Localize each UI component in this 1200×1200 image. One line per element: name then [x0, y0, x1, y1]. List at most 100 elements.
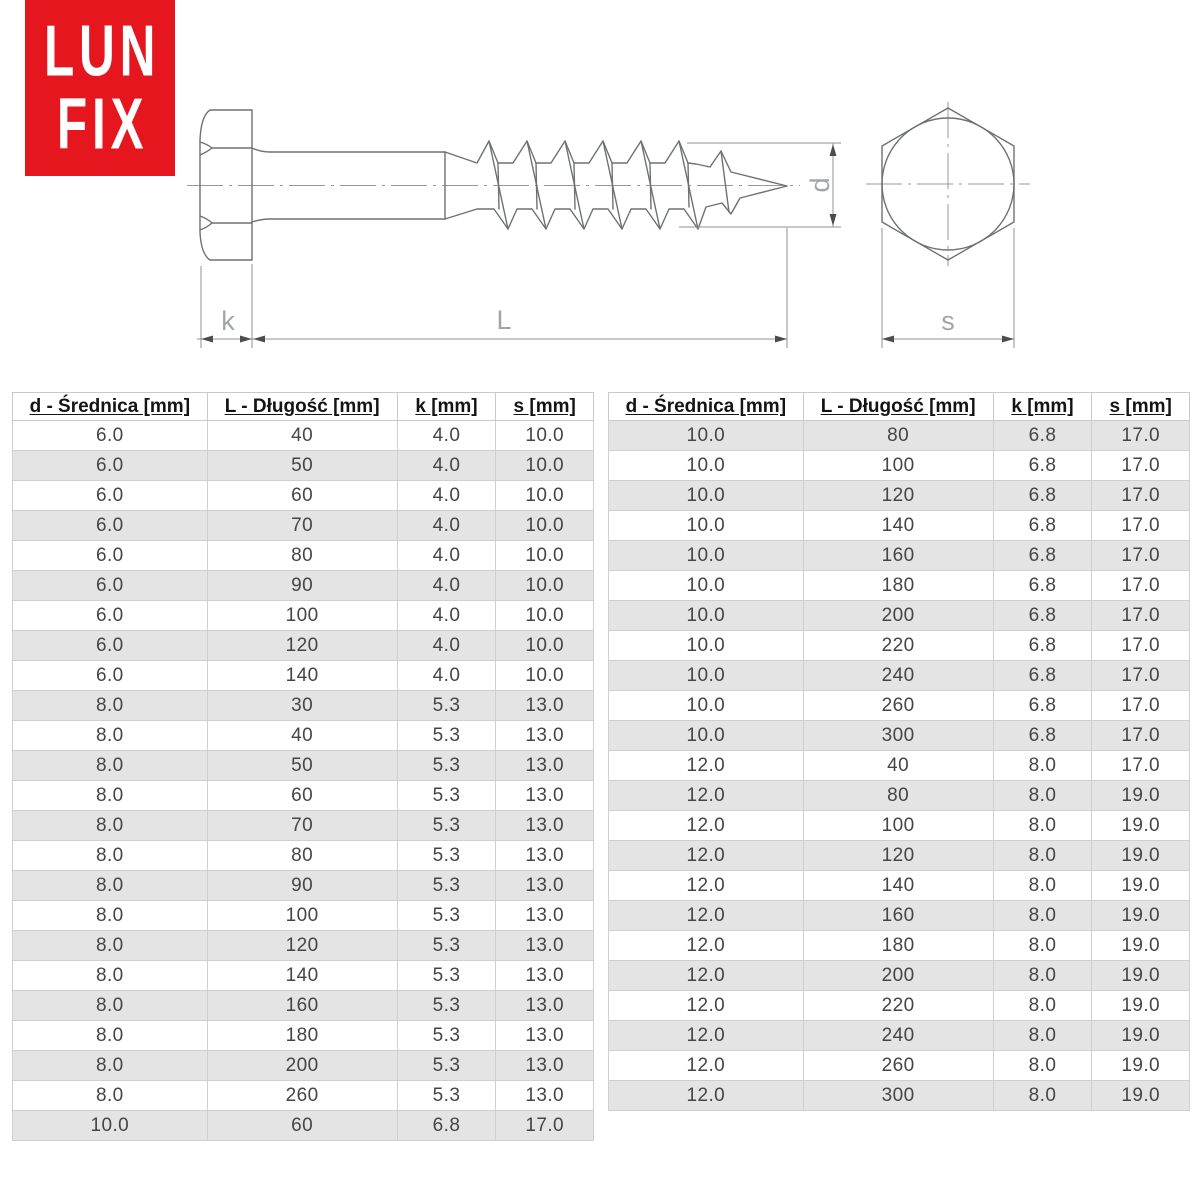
table-row: 12.0 200 8.0 19.0: [608, 960, 1190, 991]
dimension-arrows: [201, 144, 1014, 343]
cell-k: 4.0: [396, 510, 497, 541]
cell-s: 13.0: [495, 930, 594, 961]
cell-diameter: 10.0: [608, 480, 804, 511]
cell-k: 5.3: [396, 1020, 497, 1051]
cell-k: 5.3: [396, 840, 497, 871]
cell-length: 140: [206, 960, 398, 991]
cell-diameter: 8.0: [12, 690, 208, 721]
cell-length: 90: [206, 870, 398, 901]
cell-length: 240: [802, 660, 994, 691]
table-row: 10.0 260 6.8 17.0: [608, 690, 1190, 721]
cell-diameter: 8.0: [12, 750, 208, 781]
table-row: 8.0 30 5.3 13.0: [12, 690, 594, 721]
cell-length: 220: [802, 630, 994, 661]
cell-k: 4.0: [396, 480, 497, 511]
cell-length: 30: [206, 690, 398, 721]
cell-s: 13.0: [495, 780, 594, 811]
cell-length: 220: [802, 990, 994, 1021]
cell-k: 4.0: [396, 420, 497, 451]
cell-k: 6.8: [992, 660, 1093, 691]
cell-length: 100: [206, 900, 398, 931]
cell-s: 10.0: [495, 630, 594, 661]
cell-length: 80: [802, 780, 994, 811]
table-row: 12.0 160 8.0 19.0: [608, 900, 1190, 931]
cell-diameter: 6.0: [12, 570, 208, 601]
cell-length: 180: [206, 1020, 398, 1051]
cell-s: 19.0: [1091, 840, 1190, 871]
cell-length: 40: [206, 420, 398, 451]
cell-k: 6.8: [992, 720, 1093, 751]
cell-diameter: 10.0: [608, 540, 804, 571]
cell-k: 8.0: [992, 750, 1093, 781]
cell-length: 140: [206, 660, 398, 691]
cell-k: 6.8: [992, 630, 1093, 661]
cell-s: 13.0: [495, 990, 594, 1021]
cell-length: 140: [802, 510, 994, 541]
cell-k: 8.0: [992, 810, 1093, 841]
cell-diameter: 8.0: [12, 900, 208, 931]
cell-diameter: 12.0: [608, 750, 804, 781]
cell-k: 5.3: [396, 720, 497, 751]
screw-technical-drawing: k L d s: [187, 102, 1030, 348]
cell-s: 10.0: [495, 420, 594, 451]
cell-k: 4.0: [396, 630, 497, 661]
cell-diameter: 10.0: [608, 720, 804, 751]
cell-diameter: 10.0: [608, 630, 804, 661]
cell-diameter: 12.0: [608, 870, 804, 901]
cell-k: 5.3: [396, 990, 497, 1021]
cell-k: 6.8: [396, 1110, 497, 1141]
cell-s: 13.0: [495, 960, 594, 991]
table-row: 12.0 100 8.0 19.0: [608, 810, 1190, 841]
cell-diameter: 10.0: [608, 450, 804, 481]
cell-s: 13.0: [495, 810, 594, 841]
cell-length: 300: [802, 1080, 994, 1111]
table-row: 12.0 240 8.0 19.0: [608, 1020, 1190, 1051]
table-row: 10.0 80 6.8 17.0: [608, 420, 1190, 451]
cell-k: 8.0: [992, 840, 1093, 871]
table-row: 8.0 260 5.3 13.0: [12, 1080, 594, 1111]
dimension-labels: k L d s: [221, 177, 955, 336]
cell-length: 120: [802, 480, 994, 511]
cell-k: 8.0: [992, 930, 1093, 961]
table-row: 10.0 60 6.8 17.0: [12, 1110, 594, 1141]
cell-k: 5.3: [396, 810, 497, 841]
cell-length: 60: [206, 480, 398, 511]
cell-k: 4.0: [396, 660, 497, 691]
cell-diameter: 8.0: [12, 990, 208, 1021]
cell-s: 17.0: [1091, 540, 1190, 571]
table-row: 8.0 180 5.3 13.0: [12, 1020, 594, 1051]
cell-diameter: 6.0: [12, 450, 208, 481]
table-row: 10.0 220 6.8 17.0: [608, 630, 1190, 661]
cell-length: 80: [206, 840, 398, 871]
table-row: 8.0 160 5.3 13.0: [12, 990, 594, 1021]
cell-k: 5.3: [396, 690, 497, 721]
cell-k: 5.3: [396, 960, 497, 991]
cell-diameter: 12.0: [608, 990, 804, 1021]
cell-length: 100: [802, 450, 994, 481]
table-row: 6.0 70 4.0 10.0: [12, 510, 594, 541]
table-row: 6.0 40 4.0 10.0: [12, 420, 594, 451]
cell-s: 13.0: [495, 690, 594, 721]
cell-s: 17.0: [495, 1110, 594, 1141]
table-row: 12.0 80 8.0 19.0: [608, 780, 1190, 811]
table-row: 8.0 60 5.3 13.0: [12, 780, 594, 811]
cell-diameter: 8.0: [12, 1080, 208, 1111]
cell-length: 200: [802, 600, 994, 631]
cell-diameter: 12.0: [608, 1020, 804, 1051]
cell-diameter: 8.0: [12, 720, 208, 751]
cell-s: 10.0: [495, 570, 594, 601]
cell-k: 5.3: [396, 1080, 497, 1111]
header-row: d - Średnica [mm] L - Długość [mm] k [mm…: [12, 392, 594, 421]
cell-s: 13.0: [495, 870, 594, 901]
cell-diameter: 6.0: [12, 540, 208, 571]
table-row: 8.0 140 5.3 13.0: [12, 960, 594, 991]
cell-length: 200: [206, 1050, 398, 1081]
cell-diameter: 10.0: [608, 510, 804, 541]
dim-label-k: k: [221, 306, 235, 336]
table-row: 12.0 180 8.0 19.0: [608, 930, 1190, 961]
spec-table-right: d - Średnica [mm] L - Długość [mm] k [mm…: [608, 392, 1190, 1111]
cell-s: 10.0: [495, 600, 594, 631]
cell-diameter: 8.0: [12, 1020, 208, 1051]
cell-diameter: 8.0: [12, 780, 208, 811]
